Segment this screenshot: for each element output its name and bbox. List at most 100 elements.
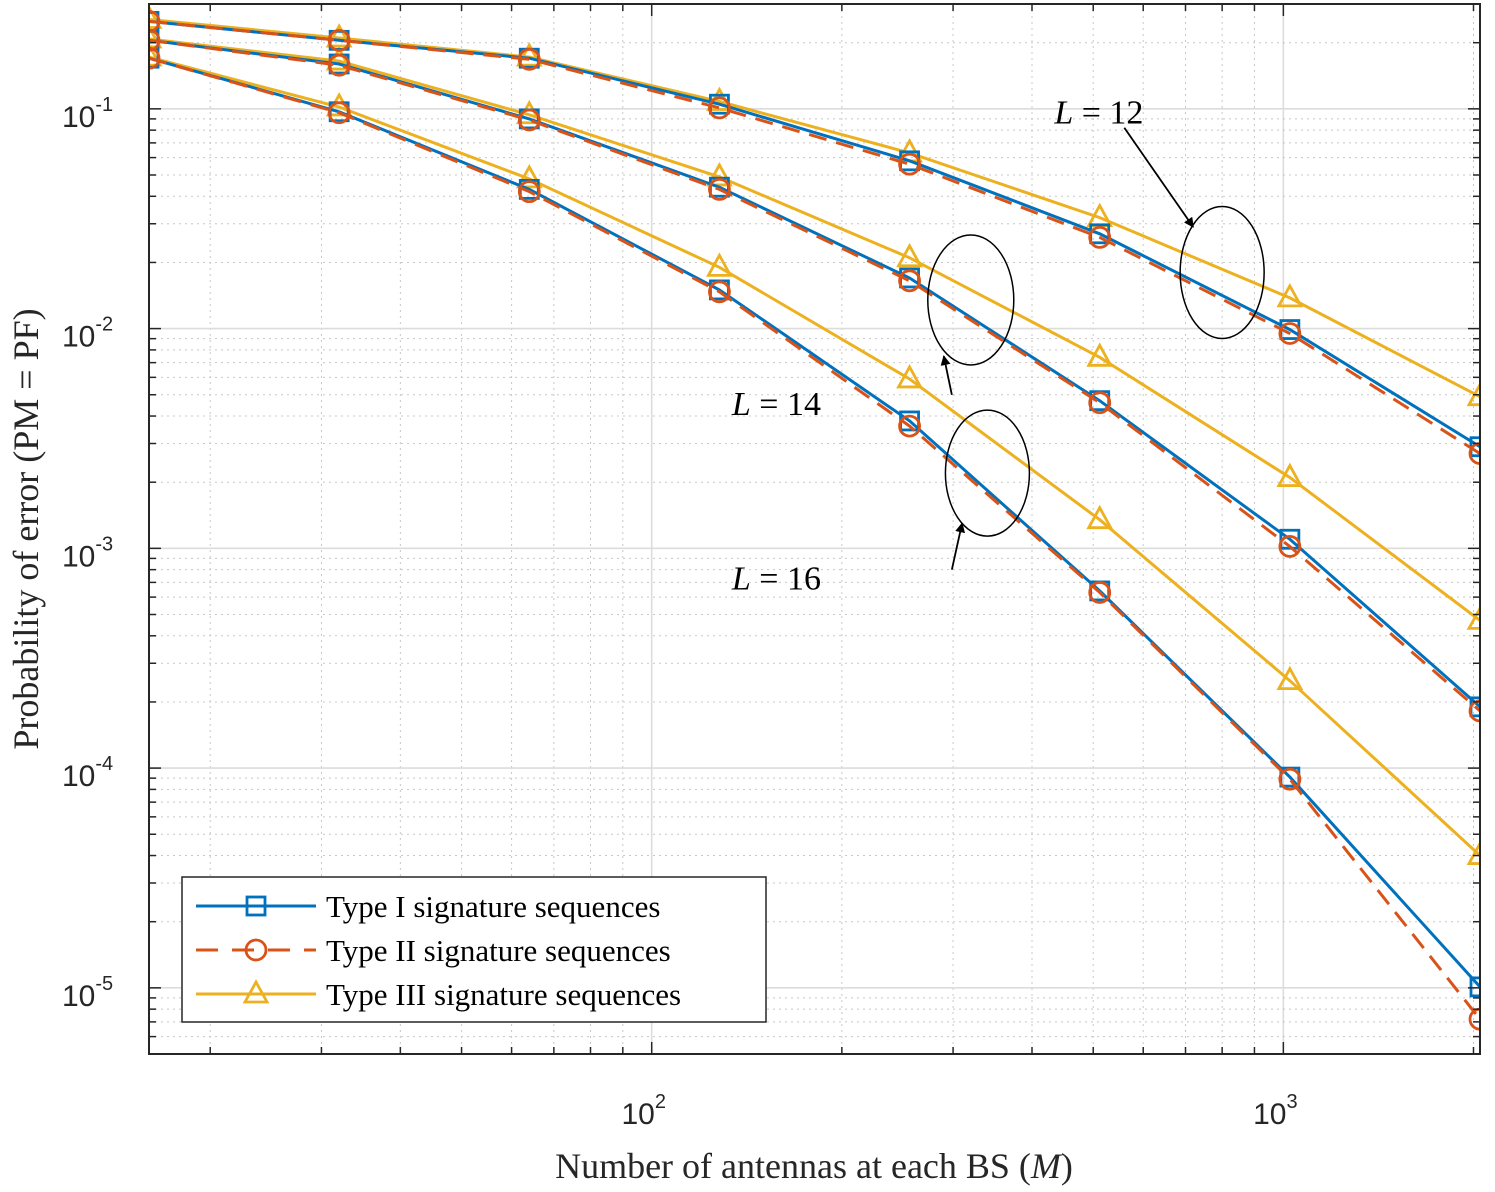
circle-marker: [244, 938, 268, 962]
annotation-label: L = 14: [731, 386, 821, 423]
circle-marker: [898, 269, 921, 293]
group-ellipse: [1179, 205, 1265, 340]
y-tick-base: 10: [62, 980, 95, 1013]
y-axis-label: Probability of error (PM = PF): [6, 308, 46, 749]
group-ellipse: [944, 409, 1031, 537]
annotation-arrow: [1123, 127, 1194, 228]
legend-label: Type III signature sequences: [326, 977, 681, 1012]
annotation-arrow: [940, 355, 953, 395]
circle-marker: [1278, 767, 1302, 791]
x-tick-base: 10: [1253, 1098, 1286, 1131]
grid: [149, 4, 1480, 1054]
series-line: [149, 19, 1480, 455]
annotation-arrow: [950, 522, 966, 570]
annotation-var: L: [731, 386, 751, 423]
annotation-0: L = 12: [1053, 95, 1265, 340]
series-4: [149, 28, 1480, 723]
circle-marker: [708, 177, 731, 201]
y-tick-label: 10-5: [62, 973, 113, 1013]
circle-marker: [1278, 322, 1302, 345]
y-tick-base: 10: [62, 760, 95, 793]
circle-marker: [149, 46, 161, 70]
series-line: [149, 18, 1480, 399]
annotation-var: L: [731, 561, 751, 598]
group-ellipse: [927, 234, 1015, 366]
circle-marker: [1468, 1007, 1480, 1031]
legend-label: Type II signature sequences: [326, 933, 671, 968]
legend-entry: Type I signature sequences: [196, 889, 660, 924]
triangle-marker: [1276, 665, 1304, 691]
y-tick-exp: -5: [95, 973, 113, 995]
circle-marker: [517, 180, 541, 204]
legend-entry: Type III signature sequences: [196, 977, 681, 1012]
triangle-marker: [325, 46, 353, 71]
circle-marker: [327, 53, 351, 77]
triangle-marker: [896, 364, 923, 389]
legend-entry: Type II signature sequences: [196, 933, 671, 968]
annotation-var: L: [1053, 95, 1073, 132]
triangle-marker: [1276, 282, 1304, 308]
triangle-marker: [149, 42, 163, 67]
circle-marker: [517, 47, 541, 71]
triangle-marker: [149, 24, 163, 49]
triangle-marker: [1466, 605, 1480, 630]
annotation-value: = 14: [751, 386, 821, 423]
x-axis-label-suffix: ): [1061, 1146, 1073, 1186]
y-tick-exp: -3: [95, 533, 113, 555]
x-tick-exp: 3: [1286, 1091, 1297, 1113]
circle-marker: [1088, 581, 1112, 604]
circle-marker: [149, 28, 161, 52]
annotation-label: L = 12: [1053, 95, 1143, 132]
y-tick-exp: -1: [95, 94, 113, 116]
annotations: L = 12L = 14L = 16: [731, 95, 1265, 598]
circle-marker: [898, 152, 921, 176]
series-line: [149, 55, 1480, 857]
annotation-2: L = 16: [731, 409, 1031, 598]
circle-marker: [1468, 699, 1480, 723]
x-axis-label-var: M: [1030, 1146, 1063, 1186]
x-tick-label: 102: [621, 1091, 666, 1131]
triangle-marker: [1276, 462, 1304, 487]
y-tick-base: 10: [62, 321, 95, 354]
annotation-value: = 16: [751, 561, 821, 598]
triangle-marker: [896, 242, 923, 268]
circle-marker: [708, 280, 731, 304]
circle-marker: [327, 28, 351, 52]
annotation-1: L = 14: [731, 234, 1015, 423]
triangle-marker: [1086, 504, 1114, 530]
circle-marker: [1468, 442, 1480, 465]
square-marker: [245, 895, 267, 917]
series-5: [149, 24, 1480, 630]
y-tick-label: 10-3: [62, 533, 113, 573]
triangle-marker: [242, 979, 270, 1004]
series-7: [149, 46, 1480, 1031]
series-layer: [149, 4, 1480, 1031]
ticks: [149, 4, 1480, 1054]
series-line: [149, 38, 1480, 713]
circle-marker: [327, 101, 351, 125]
y-tick-exp: -4: [95, 753, 113, 775]
x-tick-base: 10: [621, 1098, 654, 1131]
triangle-marker: [325, 23, 353, 48]
triangle-marker: [706, 252, 733, 277]
series-1: [149, 10, 1480, 465]
circle-marker: [1278, 535, 1302, 558]
triangle-marker: [149, 4, 163, 29]
y-tick-label: 10-1: [62, 94, 113, 134]
annotation-label: L = 16: [731, 561, 821, 598]
y-tick-base: 10: [62, 540, 95, 573]
circle-marker: [708, 96, 731, 120]
circle-marker: [1088, 391, 1112, 415]
triangle-marker: [706, 162, 733, 187]
circle-marker: [149, 10, 161, 33]
annotation-value: = 12: [1073, 95, 1143, 132]
y-tick-exp: -2: [95, 314, 113, 336]
triangle-marker: [515, 163, 543, 189]
triangle-marker: [1466, 840, 1480, 865]
circle-marker: [517, 108, 541, 132]
x-axis-label: Number of antennas at each BS (M): [555, 1146, 1073, 1186]
triangle-marker: [1086, 342, 1114, 367]
plot-frame: [148, 3, 1481, 1055]
